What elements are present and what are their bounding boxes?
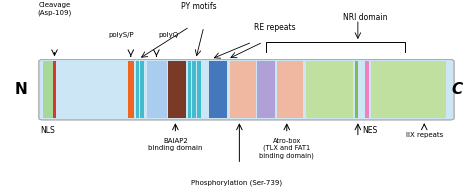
Text: NRI domain: NRI domain — [343, 13, 387, 22]
Bar — [277, 61, 303, 118]
FancyBboxPatch shape — [39, 60, 454, 120]
Text: polyQ: polyQ — [159, 32, 179, 38]
Bar — [168, 61, 186, 118]
Bar — [128, 61, 134, 118]
Bar — [192, 61, 196, 118]
Bar — [147, 61, 167, 118]
Text: Phosphorylation (Ser-739): Phosphorylation (Ser-739) — [191, 180, 283, 186]
Bar — [197, 61, 201, 118]
Bar — [53, 61, 56, 118]
Bar — [355, 61, 358, 118]
Bar — [136, 61, 139, 118]
Text: Cleavage
(Asp-109): Cleavage (Asp-109) — [37, 2, 72, 16]
Text: BAIAP2
binding domain: BAIAP2 binding domain — [148, 138, 202, 151]
Text: NES: NES — [362, 126, 377, 135]
Text: N: N — [15, 82, 27, 97]
Text: IIX repeats: IIX repeats — [406, 132, 443, 138]
Bar — [365, 61, 369, 118]
Text: C: C — [452, 82, 463, 97]
Bar — [230, 61, 256, 118]
Bar — [403, 61, 446, 118]
Bar — [257, 61, 275, 118]
Text: PY motifs: PY motifs — [181, 2, 217, 11]
Bar — [43, 61, 53, 118]
Text: polyS/P: polyS/P — [109, 32, 134, 38]
Bar — [371, 61, 403, 118]
Text: RE repeats: RE repeats — [254, 23, 295, 32]
Text: NLS: NLS — [40, 126, 55, 135]
Bar — [188, 61, 191, 118]
Bar — [306, 61, 353, 118]
Bar — [209, 61, 227, 118]
Bar — [140, 61, 144, 118]
Text: Atro-box
(TLX and FAT1
binding domain): Atro-box (TLX and FAT1 binding domain) — [259, 138, 314, 159]
